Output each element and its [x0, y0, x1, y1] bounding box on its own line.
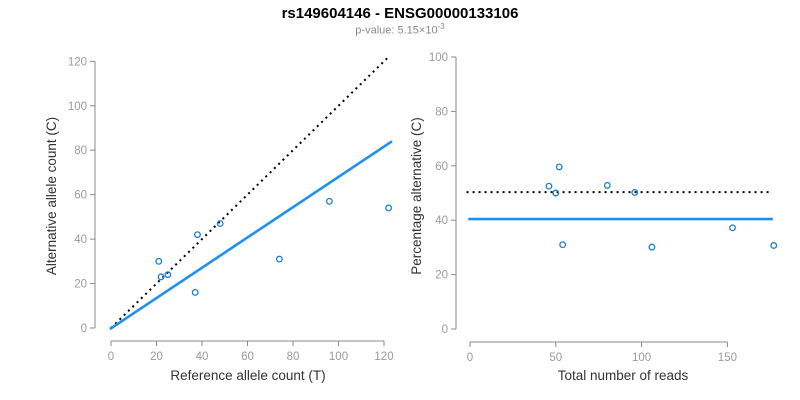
data-point [552, 189, 560, 197]
data-point [545, 182, 553, 190]
plot-title: rs149604146 - ENSG00000133106 [281, 5, 519, 22]
reads-vs-percentage-panel: 0 20 40 60 80 100 0 50 100 150 Total number of rea… [409, 52, 778, 383]
x-axis-label: Reference allele count (T) [170, 368, 325, 383]
data-point [770, 242, 778, 249]
data-point [555, 163, 563, 171]
y-axis-label: Alternative allele count (C) [44, 117, 59, 275]
data-point [559, 241, 567, 249]
data-point [325, 197, 333, 205]
data-point [631, 189, 639, 196]
x-tick-label: 0 [467, 352, 473, 364]
data-point [385, 204, 392, 212]
x-tick-label: 50 [549, 352, 562, 364]
data-point [275, 255, 283, 263]
identity-line [110, 56, 390, 329]
data-point [193, 231, 201, 239]
data-point [191, 288, 199, 296]
x-tick-label: 100 [329, 351, 348, 363]
y-tick-label: 100 [68, 101, 87, 113]
data-point [164, 271, 172, 279]
x-axis-label: Total number of reads [558, 368, 689, 383]
data-point [603, 181, 611, 189]
y-tick-label: 40 [74, 234, 87, 246]
x-tick-label: 80 [287, 351, 300, 363]
y-tick-label: 0 [442, 324, 448, 336]
x-tick-label: 100 [632, 352, 651, 364]
x-tick-label: 20 [150, 351, 163, 363]
x-tick-label: 60 [241, 351, 254, 363]
y-tick-label: 20 [74, 279, 87, 291]
y-tick-label: 60 [435, 161, 448, 173]
y-tick-label: 40 [435, 215, 448, 227]
x-tick-label: 40 [196, 351, 209, 363]
fit-line [109, 140, 393, 331]
data-point [648, 243, 656, 251]
y-axis-label: Percentage alternative (C) [409, 117, 424, 275]
y-tick-label: 60 [74, 190, 87, 202]
pvalue-text: p-value: 5.15×10 [355, 24, 438, 37]
data-point [155, 257, 163, 265]
pvalue-exponent: -3 [437, 22, 445, 31]
x-tick-label: 150 [718, 352, 737, 364]
x-tick-label: 0 [108, 351, 114, 363]
data-point [729, 224, 736, 232]
y-tick-label: 120 [68, 56, 87, 68]
data-point [157, 273, 165, 281]
ref-vs-alt-count-panel: 0 20 40 60 80 100 120 0 20 40 60 80 100 120 Reference … [44, 56, 394, 383]
plot-subtitle: p-value: 5.15×10-3 [0, 22, 800, 37]
y-tick-label: 20 [435, 270, 448, 282]
x-tick-label: 120 [374, 351, 393, 363]
y-tick-label: 80 [74, 145, 87, 157]
y-tick-label: 80 [435, 106, 448, 118]
y-tick-label: 100 [429, 52, 448, 64]
y-tick-label: 0 [81, 323, 87, 335]
data-point [216, 220, 224, 227]
